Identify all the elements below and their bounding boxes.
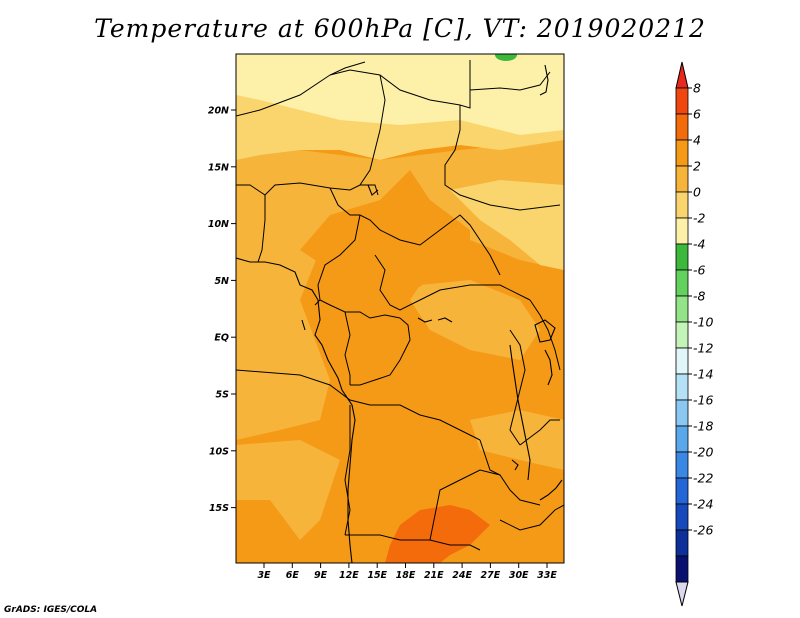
colorbar-top-arrow	[675, 61, 689, 89]
colorbar-segment	[675, 139, 689, 167]
colorbar: 8 6 4 2 0 -2 -4 -6 -8 -10 -12 -14 -16 -18 -20 -22 -24 -26	[675, 61, 713, 607]
lon-label: 15E	[367, 570, 387, 581]
colorbar-label: -8	[693, 289, 706, 304]
lon-label: 9E	[314, 570, 328, 581]
field-warm-north	[300, 170, 470, 300]
map-title: Temperature at 600hPa [C], VT: 201902021…	[94, 14, 706, 43]
colorbar-label: 8	[693, 81, 701, 96]
colorbar-segment	[675, 451, 689, 479]
lat-label: EQ	[214, 333, 229, 344]
coastlines	[236, 64, 563, 563]
temperature-field	[236, 54, 564, 563]
map-frame	[235, 53, 565, 564]
lat-label: 5S	[216, 390, 230, 401]
colorbar-segment	[675, 243, 689, 271]
colorbar-label: 6	[693, 107, 701, 122]
colorbar-label: -10	[693, 315, 713, 330]
lon-label: 27E	[481, 570, 501, 581]
field-green-top	[495, 54, 517, 61]
colorbar-segment	[675, 347, 689, 375]
colorbar-segment	[675, 113, 689, 141]
lat-label: 10S	[209, 446, 229, 457]
colorbar-segment	[675, 217, 689, 245]
colorbar-label: -24	[693, 497, 713, 512]
colorbar-segment	[675, 295, 689, 323]
colorbar-segment	[675, 87, 689, 115]
longitude-axis: 3E 6E 9E 12E 15E 18E 21E 24E 27E 30E 33E	[257, 563, 557, 581]
lat-label: 5N	[214, 276, 229, 287]
grads-credit: GrADS: IGES/COLA	[4, 605, 97, 615]
lon-label: 18E	[396, 570, 416, 581]
colorbar-segment	[675, 269, 689, 297]
colorbar-label: 4	[693, 133, 701, 148]
lon-label: 24E	[452, 570, 472, 581]
colorbar-segment	[675, 321, 689, 349]
lon-label: 33E	[537, 570, 557, 581]
colorbar-segment	[675, 425, 689, 453]
colorbar-label: -6	[693, 263, 706, 278]
colorbar-segment	[675, 529, 689, 557]
colorbar-bottom-arrow	[675, 581, 689, 607]
field-cool-center	[450, 180, 564, 270]
lon-label: 30E	[509, 570, 529, 581]
colorbar-label: -20	[693, 445, 713, 460]
lat-label: 10N	[208, 219, 229, 230]
colorbar-segment	[675, 399, 689, 427]
field-cold-north	[236, 54, 564, 135]
latitude-axis: 20N 15N 10N 5N EQ 5S 10S 15S	[208, 106, 236, 514]
colorbar-label: -18	[693, 419, 713, 434]
lat-label: 15S	[209, 503, 229, 514]
field-mild-south	[236, 440, 340, 540]
lon-label: 12E	[339, 570, 359, 581]
lon-label: 21E	[424, 570, 444, 581]
field-warm-south	[340, 390, 470, 520]
colorbar-segment	[675, 555, 689, 583]
lon-label: 6E	[286, 570, 300, 581]
colorbar-label: -16	[693, 393, 713, 408]
colorbar-segment	[675, 165, 689, 193]
colorbar-segment	[675, 191, 689, 219]
field-mild-center	[410, 280, 540, 360]
field-hot-south	[385, 505, 490, 563]
colorbar-segment	[675, 503, 689, 531]
colorbar-label: -14	[693, 367, 713, 382]
lat-label: 20N	[208, 106, 229, 117]
colorbar-label: -4	[693, 237, 706, 252]
colorbar-label: 2	[693, 159, 701, 174]
colorbar-segment	[675, 477, 689, 505]
colorbar-label: -2	[693, 211, 706, 226]
colorbar-label: 0	[693, 185, 701, 200]
colorbar-label: -22	[693, 471, 713, 486]
colorbar-label: -26	[693, 523, 713, 538]
lat-label: 15N	[208, 162, 229, 173]
country-borders	[236, 60, 564, 551]
colorbar-segment	[675, 373, 689, 401]
lon-label: 3E	[257, 570, 271, 581]
colorbar-label: -12	[693, 341, 713, 356]
